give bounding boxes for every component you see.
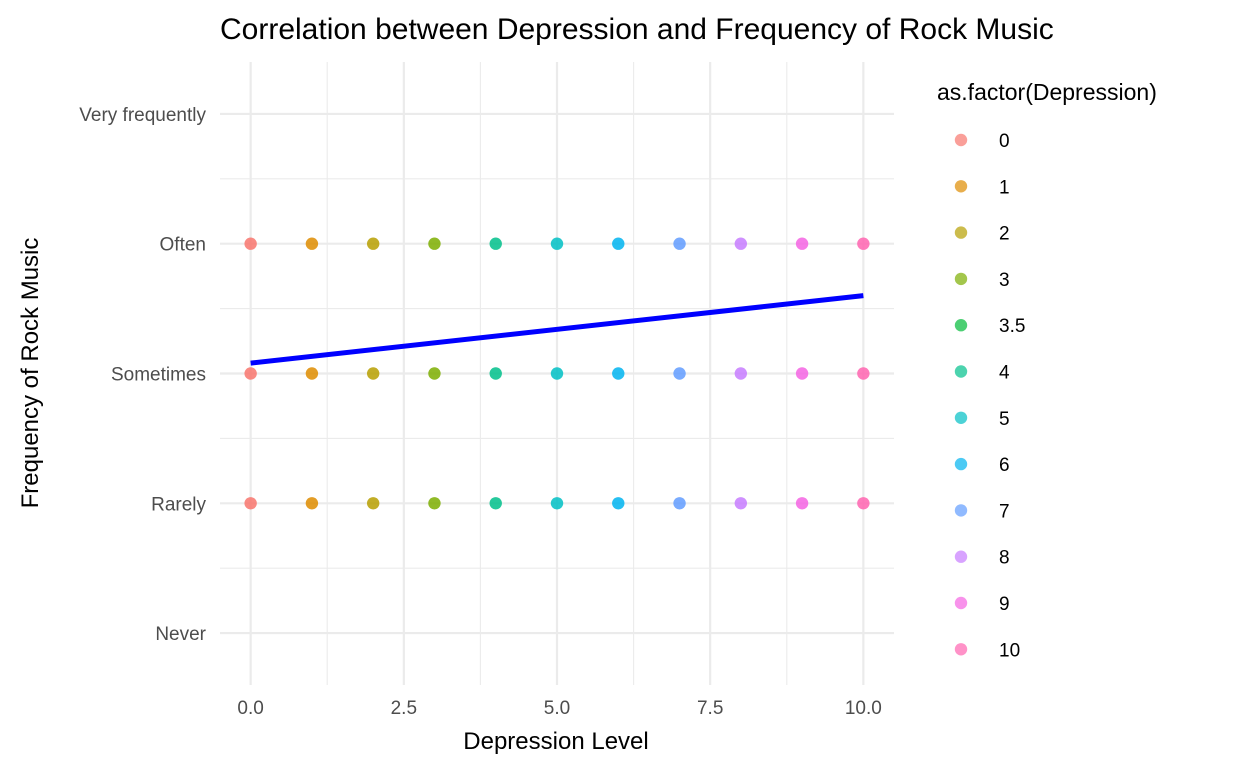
data-point bbox=[366, 367, 380, 380]
legend-item: 2 bbox=[954, 224, 1010, 245]
data-point bbox=[612, 237, 625, 250]
legend-label: 2 bbox=[999, 224, 1010, 245]
data-point bbox=[550, 367, 564, 380]
data-point bbox=[795, 367, 809, 380]
legend-label: 6 bbox=[999, 455, 1010, 476]
legend-label: 3 bbox=[999, 270, 1010, 291]
data-point bbox=[857, 237, 870, 250]
y-axis-title: Frequency of Rock Music bbox=[17, 238, 44, 509]
x-axis-tick-labels: 0.0 2.5 5.0 7.5 10.0 bbox=[237, 698, 881, 719]
data-point bbox=[244, 237, 257, 250]
legend-swatch bbox=[954, 180, 968, 193]
data-point bbox=[734, 497, 748, 510]
x-tick-label: 2.5 bbox=[391, 698, 417, 719]
legend-item: 10 bbox=[954, 640, 1020, 661]
data-point bbox=[244, 367, 257, 380]
legend-swatch bbox=[954, 411, 968, 424]
legend-item: 7 bbox=[954, 501, 1010, 522]
legend-item: 8 bbox=[954, 548, 1010, 569]
trend-line bbox=[250, 293, 864, 366]
legend-label: 7 bbox=[999, 501, 1010, 522]
legend-title: as.factor(Depression) bbox=[937, 79, 1157, 105]
x-tick-label: 7.5 bbox=[697, 698, 723, 719]
legend-swatch bbox=[954, 319, 968, 332]
legend-item: 5 bbox=[954, 409, 1010, 430]
legend-item: 4 bbox=[954, 363, 1010, 384]
legend-item: 3 bbox=[954, 270, 1010, 291]
data-point bbox=[673, 367, 686, 380]
legend-swatch bbox=[954, 504, 968, 517]
data-point bbox=[489, 237, 502, 250]
data-point bbox=[795, 237, 809, 250]
legend: as.factor(Depression) 0 1 2 3 3.5 4 5 6 7 8 9 10 bbox=[937, 79, 1157, 661]
data-point bbox=[550, 497, 564, 510]
y-tick-label: Sometimes bbox=[111, 365, 206, 386]
data-points bbox=[244, 237, 870, 510]
data-point bbox=[305, 237, 319, 250]
legend-label: 8 bbox=[999, 548, 1010, 569]
legend-swatch bbox=[954, 596, 968, 610]
legend-swatch bbox=[954, 365, 968, 378]
data-point bbox=[734, 367, 748, 380]
legend-item: 3.5 bbox=[954, 316, 1025, 337]
data-point bbox=[489, 497, 502, 510]
x-tick-label: 10.0 bbox=[845, 698, 882, 719]
data-point bbox=[366, 497, 380, 510]
y-tick-label: Often bbox=[160, 235, 206, 256]
trend-line-layer bbox=[250, 293, 864, 366]
legend-swatch bbox=[954, 550, 968, 563]
data-point bbox=[673, 237, 686, 250]
x-axis-title: Depression Level bbox=[463, 728, 648, 755]
data-point bbox=[734, 237, 748, 250]
legend-label: 3.5 bbox=[999, 316, 1025, 337]
legend-item: 9 bbox=[954, 594, 1010, 615]
data-point bbox=[489, 367, 502, 380]
y-axis-tick-labels: Never Rarely Sometimes Often Very frequently bbox=[79, 105, 206, 645]
data-point bbox=[795, 497, 809, 510]
data-point bbox=[366, 237, 380, 250]
y-tick-label: Never bbox=[155, 624, 206, 645]
legend-swatch bbox=[954, 133, 968, 147]
data-point bbox=[305, 497, 319, 510]
legend-label: 4 bbox=[999, 363, 1010, 384]
data-point bbox=[428, 497, 441, 510]
legend-item: 1 bbox=[954, 177, 1010, 198]
data-point bbox=[612, 497, 625, 510]
y-tick-label: Very frequently bbox=[79, 105, 206, 126]
data-point bbox=[244, 497, 257, 510]
data-point bbox=[857, 497, 870, 510]
legend-label: 5 bbox=[999, 409, 1010, 430]
legend-item: 6 bbox=[954, 455, 1010, 476]
x-tick-label: 5.0 bbox=[544, 698, 570, 719]
legend-swatch bbox=[954, 226, 968, 239]
data-point bbox=[305, 367, 319, 380]
legend-label: 10 bbox=[999, 640, 1020, 661]
data-point bbox=[428, 237, 441, 250]
data-point bbox=[857, 367, 870, 380]
data-point bbox=[550, 237, 564, 250]
legend-label: 1 bbox=[999, 177, 1010, 198]
legend-item: 0 bbox=[954, 131, 1010, 152]
data-point bbox=[612, 367, 625, 380]
y-tick-label: Rarely bbox=[151, 494, 206, 515]
x-tick-label: 0.0 bbox=[237, 698, 263, 719]
data-point bbox=[428, 367, 441, 380]
legend-swatch bbox=[954, 272, 968, 286]
legend-label: 9 bbox=[999, 594, 1010, 615]
chart-title: Correlation between Depression and Frequ… bbox=[220, 13, 1054, 46]
legend-swatch bbox=[954, 457, 968, 471]
legend-items: 0 1 2 3 3.5 4 5 6 7 8 9 10 bbox=[954, 131, 1025, 661]
legend-label: 0 bbox=[999, 131, 1010, 152]
legend-swatch bbox=[954, 643, 968, 656]
data-point bbox=[673, 497, 686, 510]
